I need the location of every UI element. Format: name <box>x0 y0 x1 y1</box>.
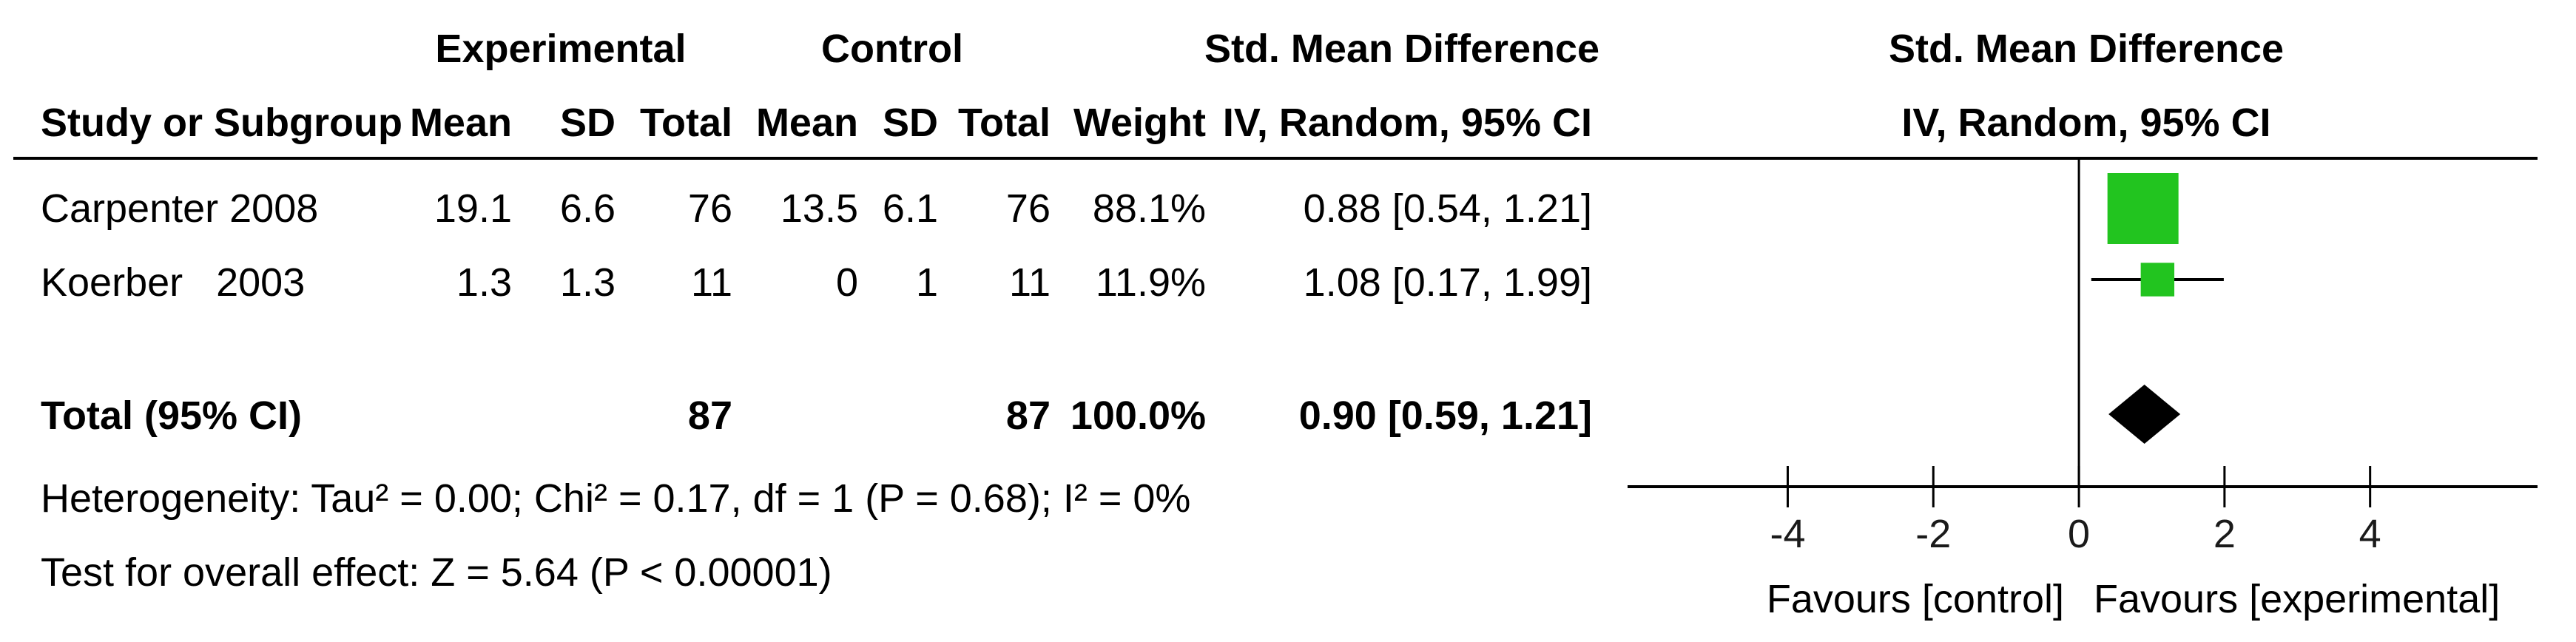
header-weight: Weight <box>1073 101 1206 145</box>
study-1-exp-mean: 19.1 <box>434 186 512 231</box>
study-weight-box <box>2140 263 2175 297</box>
total-ctl-total: 87 <box>1006 393 1051 438</box>
study-1-exp-sd: 6.6 <box>560 186 616 231</box>
study-2-exp-mean: 1.3 <box>456 260 512 305</box>
study-1-ci: 0.88 [0.54, 1.21] <box>1304 186 1592 231</box>
study-2-exp-sd: 1.3 <box>560 260 616 305</box>
study-2-ctl-total: 11 <box>1009 260 1051 305</box>
total-label: Total (95% CI) <box>41 393 302 438</box>
pooled-diamond <box>2108 385 2181 444</box>
study-2-name: Koerber 2003 <box>41 260 305 305</box>
total-weight: 100.0% <box>1070 393 1206 438</box>
study-1-ctl-total: 76 <box>1006 186 1051 231</box>
study-1-weight: 88.1% <box>1093 186 1206 231</box>
x-tick-label: -2 <box>1915 512 1951 556</box>
study-2-exp-total: 11 <box>691 260 732 305</box>
header-smd-title: Std. Mean Difference <box>1204 27 1599 71</box>
forest-plot-area: -4 -2 0 2 4 <box>1628 158 2538 556</box>
favours-control-label: Favours [control] <box>1767 577 2064 621</box>
heterogeneity-text: Heterogeneity: Tau² = 0.00; Chi² = 0.17,… <box>41 476 1190 521</box>
study-2-ci: 1.08 [0.17, 1.99] <box>1304 260 1592 305</box>
header-exp-sd: SD <box>560 101 616 145</box>
header-exp-total: Total <box>640 101 732 145</box>
study-1-ctl-mean: 13.5 <box>780 186 858 231</box>
x-tick-label: 4 <box>2359 512 2381 556</box>
header-study-column: Study or Subgroup <box>41 101 402 145</box>
study-1-name: Carpenter 2008 <box>41 186 318 231</box>
header-ci-method: IV, Random, 95% CI <box>1223 101 1592 145</box>
study-weight-box <box>2107 173 2179 244</box>
header-plot-title: Std. Mean Difference <box>1889 27 2284 71</box>
header-ctl-sd: SD <box>883 101 938 145</box>
total-ci: 0.90 [0.59, 1.21] <box>1299 393 1592 438</box>
study-2-ctl-mean: 0 <box>836 260 858 305</box>
total-exp-total: 87 <box>688 393 732 438</box>
header-ctl-mean: Mean <box>756 101 858 145</box>
overall-effect-text: Test for overall effect: Z = 5.64 (P < 0… <box>41 550 832 595</box>
study-1-ctl-sd: 6.1 <box>883 186 938 231</box>
x-tick-label: 0 <box>2068 512 2090 556</box>
study-2-ctl-sd: 1 <box>916 260 938 305</box>
x-tick-label: 2 <box>2213 512 2236 556</box>
favours-experimental-label: Favours [experimental] <box>2094 577 2500 621</box>
header-group-experimental: Experimental <box>435 27 686 71</box>
study-2-weight: 11.9% <box>1096 260 1206 305</box>
header-plot-method: IV, Random, 95% CI <box>1901 101 2270 145</box>
header-group-control: Control <box>821 27 963 71</box>
study-1-exp-total: 76 <box>688 186 732 231</box>
header-exp-mean: Mean <box>410 101 512 145</box>
header-ctl-total: Total <box>958 101 1051 145</box>
x-tick-label: -4 <box>1770 512 1805 556</box>
